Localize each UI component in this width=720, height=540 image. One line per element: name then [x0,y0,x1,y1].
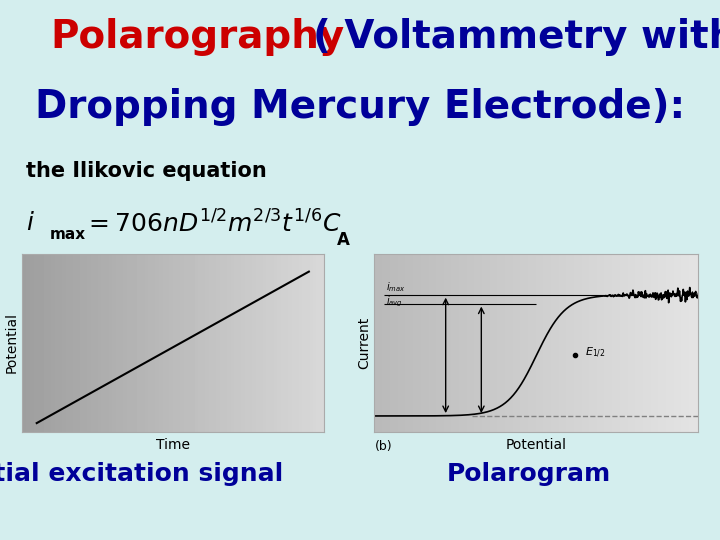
Text: $= 706nD^{1/2}m^{2/3}t^{1/6}C$: $= 706nD^{1/2}m^{2/3}t^{1/6}C$ [84,211,341,238]
Text: ( Voltammetry with: ( Voltammetry with [313,18,720,56]
Text: Polarogram: Polarogram [447,462,611,485]
Text: A: A [337,231,350,249]
Text: the Ilikovic equation: the Ilikovic equation [26,161,266,181]
Text: Polarography: Polarography [50,18,345,56]
Text: (b): (b) [374,440,392,453]
Text: $i_{avg}$: $i_{avg}$ [386,295,402,309]
Text: $E_{1/2}$: $E_{1/2}$ [585,346,606,360]
Text: max: max [50,227,86,242]
Text: Dropping Mercury Electrode):: Dropping Mercury Electrode): [35,87,685,126]
Y-axis label: Potential: Potential [5,313,19,373]
Text: Potential excitation signal: Potential excitation signal [0,462,284,485]
Y-axis label: Current: Current [358,317,372,369]
Text: $i_{max}$: $i_{max}$ [386,280,405,294]
Text: $i$: $i$ [26,211,35,234]
X-axis label: Time: Time [156,437,190,451]
X-axis label: Potential: Potential [506,437,567,451]
